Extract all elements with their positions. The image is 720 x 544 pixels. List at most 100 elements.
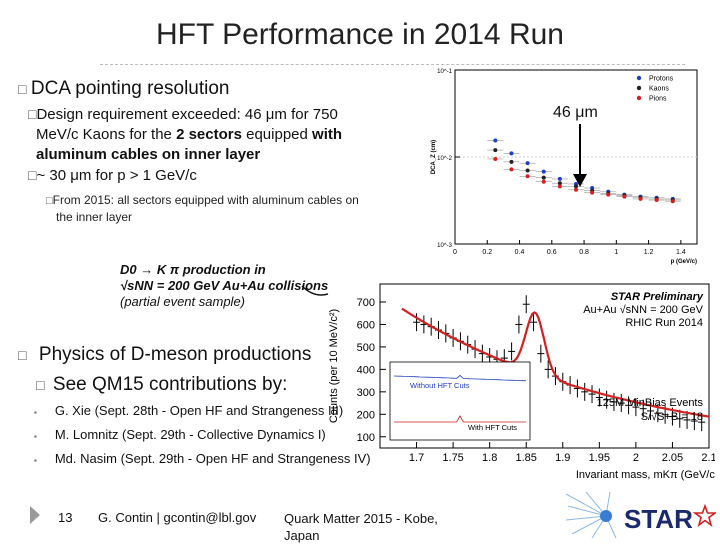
caption-line: √sNN = 200 GeV Au+Au collisions — [120, 278, 329, 293]
contribution-list: ▪ G. Xie (Sept. 28th - Open HF and Strang… — [34, 400, 414, 472]
data-point-pions — [574, 187, 578, 192]
bullet-dca-text: DCA pointing resolution — [30, 78, 230, 99]
dca-resolution-plot: 0 0.2 0.4 0.6 0.8 1 1.2 1.4 10^-3 10^-2 10^-1 DCA_Z… — [431, 69, 698, 265]
legend-marker — [636, 95, 642, 101]
bold-text: with — [312, 126, 343, 143]
data-point-pions — [509, 167, 514, 172]
y-tick-label: 600 — [357, 319, 375, 331]
data-point-protons — [541, 169, 546, 174]
legend-line: STAR Preliminary — [611, 291, 704, 303]
data-point-kaons — [509, 159, 514, 164]
text-line: the inner layer — [56, 210, 133, 224]
x-axis-label: p (GeV/c) — [671, 259, 697, 265]
bullet-dca: □ DCA pointing resolution — [18, 78, 230, 100]
annotation-arrow — [573, 124, 587, 187]
annotation-46um: 46 μm — [553, 104, 598, 121]
x-tick-label: 1.95 — [589, 452, 610, 464]
invariant-mass-plot: 1.7 1.75 1.8 1.85 1.9 1.95 2 2.05 2.1 100 200 300 40… — [328, 283, 715, 481]
text-line: aluminum cables on inner layer — [36, 146, 261, 163]
text-line: MeV/c Kaons for the — [36, 126, 172, 143]
text-line: Design requirement exceeded: 46 μm for 7… — [36, 106, 338, 123]
x-tick-label: 0 — [453, 249, 457, 256]
contribution-item: ▪ G. Xie (Sept. 28th - Open HF and Strang… — [34, 403, 344, 418]
y-tick-label: 300 — [357, 387, 375, 399]
x-tick-label: 0.2 — [482, 249, 492, 256]
legend-line: 125M MinBias Events — [597, 397, 704, 409]
legend-label: Kaons — [649, 86, 669, 93]
legend-marker — [636, 85, 642, 91]
star-logo: STAR — [566, 492, 716, 538]
legend-line: Au+Au √sNN = 200 GeV — [583, 304, 703, 316]
bullet-marker: □ — [28, 106, 37, 122]
bullet-marker: □ — [18, 347, 27, 363]
bullet-marker: □ — [36, 377, 45, 393]
contribution-text: G. Xie (Sept. 28th - Open HF and Strange… — [54, 403, 344, 418]
footer-author: G. Contin | gcontin@lbl.gov — [98, 510, 257, 525]
data-point-pions — [654, 198, 659, 203]
data-point-kaons — [493, 148, 498, 153]
data-point-kaons — [574, 184, 578, 189]
x-tick-label: 1.7 — [409, 452, 424, 464]
y-tick-label: 10^-2 — [437, 156, 452, 162]
x-tick-label: 2.05 — [662, 452, 683, 464]
x-tick-label: 0.8 — [579, 249, 589, 256]
x-tick-label: 1.4 — [676, 249, 686, 256]
y-tick-label: 200 — [357, 409, 375, 421]
data-point-pions — [606, 192, 611, 197]
x-tick-label: 2.1 — [701, 452, 715, 464]
text-line: equipped — [246, 126, 308, 143]
data-point-pions — [638, 196, 643, 201]
data-point-protons — [509, 151, 514, 156]
caption-line: (partial event sample) — [120, 294, 245, 309]
legend-label: Pions — [649, 96, 667, 103]
x-tick-label: 0.6 — [547, 249, 557, 256]
bullet-physics-text: Physics of D-meson productions — [38, 344, 312, 365]
text-line: ~ 30 μm for p > 1 GeV/c — [36, 167, 197, 184]
data-point-pions — [590, 190, 595, 195]
contribution-text: Md. Nasim (Sept. 29th - Open HF and Stra… — [54, 451, 371, 466]
inset-label: Without HFT Cuts — [410, 381, 470, 390]
x-axis-label: Invariant mass, mKπ (GeV/c²) — [576, 469, 715, 481]
caption-line: D0 → K π production in — [120, 262, 266, 277]
venue-line: Quark Matter 2015 - Kobe, — [284, 511, 438, 526]
x-tick-label: 1.75 — [442, 452, 463, 464]
legend-marker — [636, 75, 642, 81]
data-point-pions — [525, 174, 530, 179]
footer-arrow-icon — [30, 506, 40, 524]
x-tick-label: 1.9 — [555, 452, 570, 464]
legend-label: Protons — [649, 76, 674, 83]
bullet-marker: □ — [28, 167, 37, 183]
venue-line: Japan — [284, 528, 320, 543]
y-tick-label: 10^-1 — [437, 69, 452, 75]
inset-curve-with — [394, 415, 526, 423]
page-number: 13 — [58, 510, 73, 525]
data-point-protons — [557, 176, 562, 181]
contribution-text: M. Lomnitz (Sept. 29th - Collective Dyna… — [54, 427, 326, 442]
x-tick-label: 2 — [633, 452, 639, 464]
x-tick-label: 1.2 — [644, 249, 654, 256]
data-point-protons — [525, 161, 530, 166]
bullet-qm15-text: See QM15 contributions by: — [52, 374, 288, 395]
contribution-item: ▪ M. Lomnitz (Sept. 29th - Collective Dyn… — [34, 427, 326, 442]
bullet-qm15: □ See QM15 contributions by: — [36, 374, 287, 396]
inset-curve-without — [393, 374, 527, 382]
bullet-marker: □ — [46, 195, 53, 207]
data-point-pions — [670, 199, 675, 204]
y-tick-label: 400 — [357, 364, 375, 376]
x-tick-label: 1.8 — [482, 452, 497, 464]
title-divider — [100, 64, 685, 65]
x-tick-label: 0.4 — [515, 249, 525, 256]
fit-curve — [401, 307, 710, 418]
y-axis-label: DCA_Z (cm) — [431, 140, 437, 174]
data-point-pions — [557, 184, 562, 189]
data-point-kaons — [557, 181, 562, 186]
data-point-kaons — [525, 168, 530, 173]
data-point-pions — [541, 179, 546, 184]
y-axis-label: Counts (per 10 MeV/c²) — [328, 309, 340, 423]
data-point-pions — [493, 156, 498, 161]
inset-label: With HFT Cuts — [468, 423, 517, 432]
text-line: From 2015: all sectors equipped with alu… — [52, 193, 359, 207]
y-tick-label: 100 — [357, 432, 375, 444]
footer-venue: Quark Matter 2015 - Kobe, Japan — [284, 510, 438, 544]
caption-arrow — [301, 285, 329, 296]
